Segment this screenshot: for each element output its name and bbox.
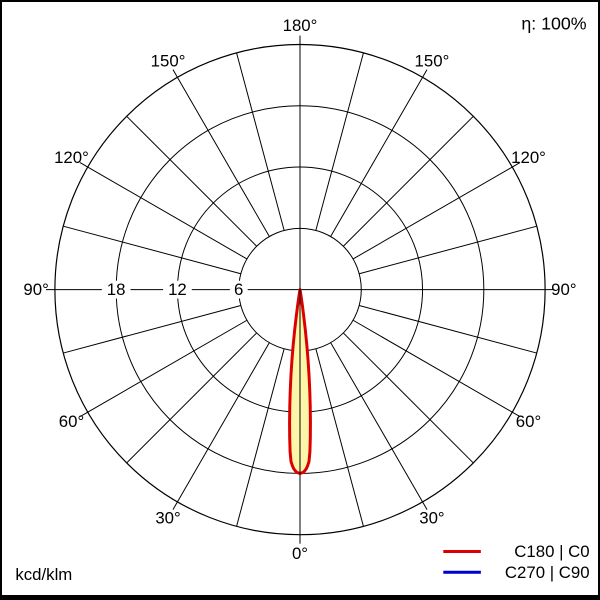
ring-value-label-mask <box>163 280 192 299</box>
angle-tick <box>512 162 521 168</box>
angle-label-left-150: 150° <box>151 52 186 71</box>
ring-value-label-mask <box>229 280 248 299</box>
polar-spoke <box>359 304 537 354</box>
efficiency-label: η: 100% <box>521 14 586 34</box>
legend-label-c0: C180 | C0 <box>514 542 589 561</box>
angle-label-right-60: 60° <box>516 412 541 431</box>
angle-tick <box>172 69 178 78</box>
ring-value-label: 18 <box>107 280 126 299</box>
angle-tick <box>422 69 428 78</box>
polar-spoke <box>63 304 241 354</box>
polar-spoke <box>63 225 241 275</box>
polar-spoke <box>315 348 364 527</box>
ring-value-label: 12 <box>168 280 187 299</box>
angle-label-right-90: 90° <box>551 280 576 299</box>
angle-label-right-150: 150° <box>415 52 450 71</box>
angle-tick <box>172 501 178 510</box>
ring-value-label-mask <box>101 280 131 299</box>
polar-spoke <box>359 225 537 275</box>
polar-spoke <box>126 332 258 464</box>
angle-label-right-30: 30° <box>419 509 444 528</box>
polar-spoke <box>315 52 364 231</box>
polar-spoke <box>126 115 258 247</box>
polar-spoke <box>330 342 423 503</box>
ring-value-label: 6 <box>234 280 243 299</box>
angle-label-left-120: 120° <box>54 148 89 167</box>
polar-spoke <box>330 77 423 237</box>
polar-spoke <box>236 348 285 527</box>
angle-label-center-180: 180° <box>283 16 318 35</box>
unit-label: kcd/klm <box>15 565 72 584</box>
polar-spoke <box>87 319 248 413</box>
polar-spoke <box>87 166 248 260</box>
legend-label-c90: C270 | C90 <box>505 563 590 582</box>
angle-label-right-120: 120° <box>511 148 546 167</box>
polar-spoke <box>342 115 474 247</box>
angle-tick <box>422 501 428 510</box>
polar-spoke <box>236 52 285 231</box>
angle-tick <box>79 162 88 168</box>
angle-tick <box>79 411 88 418</box>
angle-label-left-60: 60° <box>59 412 84 431</box>
polar-spoke <box>352 319 513 413</box>
legend: C180 | C0 C270 | C90 <box>443 542 590 582</box>
polar-spoke <box>177 77 270 237</box>
polar-spoke <box>352 166 513 260</box>
angle-label-left-30: 30° <box>155 509 180 528</box>
angle-tick <box>512 411 521 418</box>
angle-label-left-90: 90° <box>23 280 48 299</box>
polar-spoke <box>342 332 474 464</box>
angle-label-center-0: 0° <box>292 544 308 563</box>
polar-spoke <box>177 342 270 503</box>
